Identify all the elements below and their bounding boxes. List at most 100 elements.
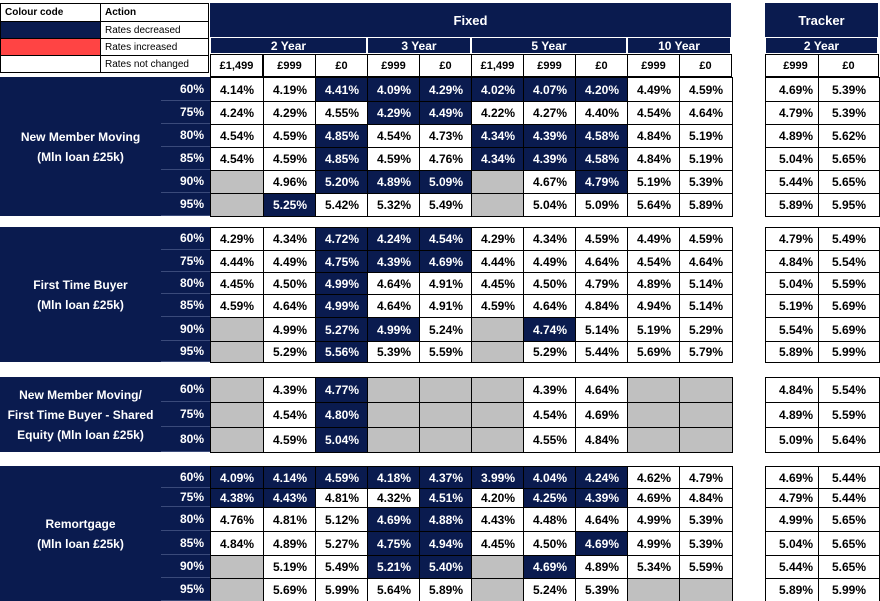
- tracker-rate-cell: 5.39%: [818, 77, 880, 102]
- ltv-label: 80%: [161, 427, 210, 452]
- ltv-label: 85%: [161, 147, 210, 170]
- rate-cell: 4.99%: [367, 317, 421, 342]
- rate-cell: 4.89%: [263, 531, 317, 556]
- rate-cell: 4.09%: [367, 77, 421, 102]
- rate-cell: 4.09%: [210, 466, 264, 489]
- ltv-label: 80%: [161, 124, 210, 147]
- tracker-rate-cell: 5.65%: [818, 507, 880, 532]
- rate-cell-unavailable: [627, 377, 681, 403]
- rate-cell: 4.39%: [367, 250, 421, 273]
- rate-cell: 4.64%: [679, 101, 733, 125]
- rate-cell: 5.59%: [679, 555, 733, 579]
- tracker-rate-cell: 5.99%: [818, 341, 880, 363]
- term-header-2-year: 2 Year: [210, 37, 367, 54]
- tracker-rate-cell: 5.69%: [818, 317, 880, 342]
- rate-cell: 5.39%: [679, 531, 733, 556]
- rate-cell: 4.24%: [575, 466, 629, 489]
- ltv-label: 90%: [161, 317, 210, 341]
- ltv-label: 75%: [161, 488, 210, 507]
- rate-cell-unavailable: [679, 377, 733, 403]
- rate-cell: 5.29%: [523, 341, 577, 363]
- rate-cell: 4.99%: [263, 317, 317, 342]
- rate-cell: 4.99%: [627, 507, 681, 532]
- rate-cell: 5.14%: [679, 294, 733, 318]
- rate-cell: 4.99%: [315, 294, 369, 318]
- legend-swatch-not-changed: [0, 55, 101, 73]
- rate-cell: 4.14%: [210, 77, 264, 102]
- rate-cell: 5.09%: [419, 170, 473, 194]
- fee-column-header: £1,499: [210, 54, 263, 77]
- legend-swatch-decreased: [0, 21, 101, 39]
- tracker-rate-cell: 5.59%: [818, 272, 880, 295]
- rate-cell: 5.19%: [263, 555, 317, 579]
- rate-cell: 4.44%: [210, 250, 264, 273]
- rate-cell: 5.14%: [575, 317, 629, 342]
- rate-cell: 4.54%: [263, 402, 317, 428]
- rate-cell: 4.99%: [627, 531, 681, 556]
- rate-cell-unavailable: [210, 377, 264, 403]
- tracker-rate-cell: 5.39%: [818, 101, 880, 125]
- tracker-rate-cell: 5.54%: [818, 377, 880, 403]
- rate-cell-unavailable: [210, 578, 264, 601]
- rate-cell: 5.09%: [575, 193, 629, 217]
- rate-cell: 4.37%: [419, 466, 473, 489]
- rate-cell: 4.54%: [367, 124, 421, 148]
- rate-cell: 5.40%: [419, 555, 473, 579]
- rate-cell: 5.27%: [315, 317, 369, 342]
- tracker-rate-cell: 5.99%: [818, 578, 880, 601]
- tracker-rate-cell: 5.64%: [818, 427, 880, 453]
- rate-cell: 4.69%: [523, 555, 577, 579]
- rate-cell: 5.49%: [419, 193, 473, 217]
- tracker-rate-cell: 5.19%: [765, 294, 827, 318]
- rate-cell: 4.02%: [471, 77, 525, 102]
- rate-cell: 5.19%: [627, 170, 681, 194]
- rate-cell: 4.84%: [575, 294, 629, 318]
- rate-cell: 4.80%: [315, 402, 369, 428]
- ltv-label: 75%: [161, 101, 210, 124]
- rate-cell: 4.51%: [419, 488, 473, 508]
- rate-cell-unavailable: [367, 377, 421, 403]
- rate-cell: 4.32%: [367, 488, 421, 508]
- legend-label-increased: Rates increased: [100, 38, 209, 56]
- rate-cell: 5.64%: [627, 193, 681, 217]
- tracker-term-header: 2 Year: [765, 37, 878, 54]
- rate-cell-unavailable: [210, 193, 264, 217]
- rate-cell: 5.59%: [419, 341, 473, 363]
- rate-cell: 4.54%: [627, 250, 681, 273]
- ltv-label: 75%: [161, 250, 210, 272]
- rate-cell: 5.19%: [627, 317, 681, 342]
- rate-cell: 4.22%: [471, 101, 525, 125]
- rate-cell: 4.48%: [523, 507, 577, 532]
- rate-cell: 4.84%: [627, 147, 681, 171]
- tracker-rate-cell: 5.89%: [765, 193, 827, 217]
- rate-cell: 4.58%: [575, 124, 629, 148]
- rate-cell: 4.49%: [419, 101, 473, 125]
- rate-cell: 4.34%: [523, 227, 577, 251]
- rate-cell-unavailable: [210, 427, 264, 453]
- rate-cell: 4.74%: [523, 317, 577, 342]
- rate-cell: 4.29%: [419, 77, 473, 102]
- rate-cell: 5.89%: [419, 578, 473, 601]
- tracker-rate-cell: 5.69%: [818, 294, 880, 318]
- tracker-rate-cell: 5.54%: [818, 250, 880, 273]
- rate-cell-unavailable: [471, 578, 525, 601]
- rate-cell-unavailable: [210, 555, 264, 579]
- rate-cell: 4.54%: [523, 402, 577, 428]
- rate-cell: 4.45%: [471, 531, 525, 556]
- legend-header-colour-code: Colour code: [0, 3, 101, 22]
- rate-cell: 4.07%: [523, 77, 577, 102]
- rate-cell: 4.64%: [575, 250, 629, 273]
- rate-cell: 4.54%: [210, 147, 264, 171]
- rate-cell: 4.73%: [419, 124, 473, 148]
- rate-cell: 4.38%: [210, 488, 264, 508]
- tracker-rate-cell: 4.69%: [765, 466, 827, 489]
- rate-cell: 4.19%: [263, 77, 317, 102]
- rate-cell: 4.88%: [419, 507, 473, 532]
- rate-cell: 4.04%: [523, 466, 577, 489]
- tracker-rate-cell: 4.99%: [765, 507, 827, 532]
- rate-cell: 5.56%: [315, 341, 369, 363]
- rate-cell: 4.69%: [575, 531, 629, 556]
- rate-cell: 4.59%: [679, 227, 733, 251]
- rate-cell: 4.84%: [627, 124, 681, 148]
